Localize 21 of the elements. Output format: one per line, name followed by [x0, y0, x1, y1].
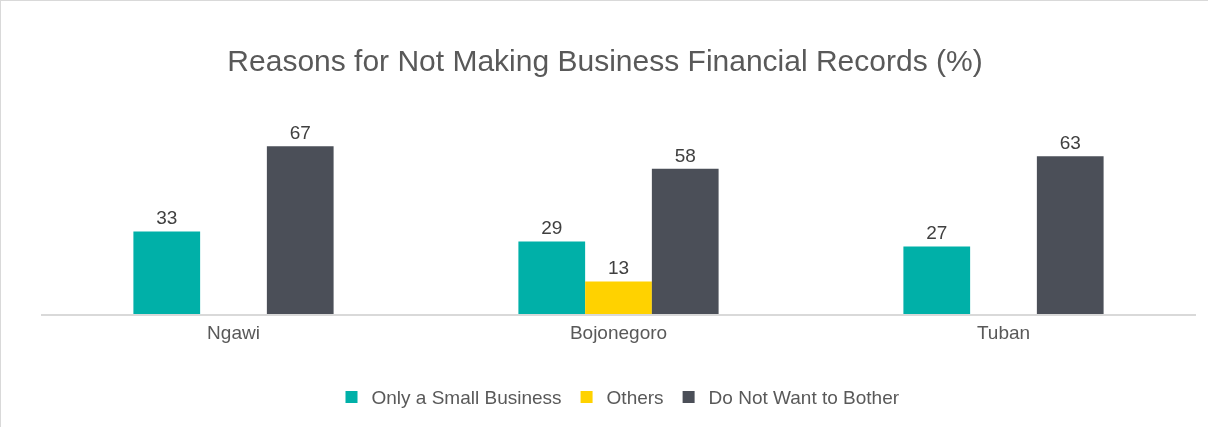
bar [1036, 156, 1104, 314]
chart-title: Reasons for Not Making Business Financial Records (%) [227, 44, 983, 78]
data-label: 27 [926, 222, 948, 244]
legend-label: Do Not Want to Bother [708, 387, 900, 409]
data-label: 63 [1059, 132, 1081, 154]
bar [585, 281, 652, 314]
data-label: 58 [674, 144, 696, 166]
legend-label: Others [606, 387, 664, 409]
x-tick-label: Tuban [976, 321, 1031, 343]
data-label: 13 [607, 257, 630, 279]
data-label: 33 [156, 207, 178, 229]
bar [651, 168, 719, 314]
data-label: 67 [289, 122, 311, 144]
legend-label: Only a Small Business [371, 387, 562, 409]
bar [133, 231, 201, 314]
bar [903, 246, 971, 314]
bar [266, 146, 334, 314]
x-tick-label: Ngawi [207, 321, 260, 343]
data-label: 29 [541, 217, 563, 239]
x-tick-label: Bojonegoro [569, 321, 668, 343]
bar [518, 241, 586, 314]
